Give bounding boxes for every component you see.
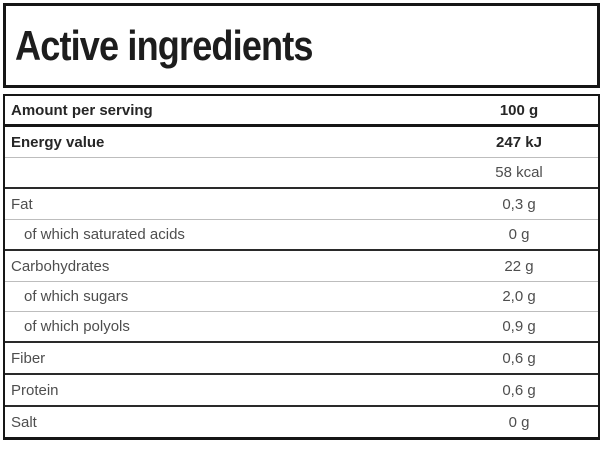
row-value: 0,9 g <box>502 318 536 335</box>
row-value: 22 g <box>504 257 534 275</box>
table-row: Fiber 0,6 g <box>5 343 598 373</box>
table-row: Salt 0 g <box>5 407 598 437</box>
header-value: 100 g <box>499 101 539 119</box>
table-row: Carbohydrates 22 g <box>5 251 598 281</box>
row-value: 0,6 g <box>502 349 536 367</box>
table-row: Fat 0,3 g <box>5 189 598 219</box>
group-fat: Fat 0,3 g of which saturated acids 0 g <box>5 189 598 251</box>
title-box: Active ingredients <box>3 3 600 88</box>
row-value: 247 kJ <box>496 133 542 151</box>
table-row: of which saturated acids 0 g <box>5 219 598 249</box>
row-label: Fat <box>11 195 33 213</box>
row-label: of which sugars <box>24 288 129 305</box>
row-value: 58 kcal <box>495 164 543 181</box>
table-header-row: Amount per serving 100 g <box>5 96 598 127</box>
table-row: of which polyols 0,9 g <box>5 311 598 341</box>
table-row: of which sugars 2,0 g <box>5 281 598 311</box>
nutrition-panel: Active ingredients Amount per serving 10… <box>3 3 600 440</box>
group-energy: Energy value 247 kJ 58 kcal <box>5 127 598 189</box>
row-value: 0 g <box>508 226 530 243</box>
group-salt: Salt 0 g <box>5 407 598 437</box>
row-value: 0,6 g <box>502 381 536 399</box>
row-value: 2,0 g <box>502 288 536 305</box>
row-label: Carbohydrates <box>11 257 110 275</box>
row-label: Salt <box>11 413 37 431</box>
group-protein: Protein 0,6 g <box>5 375 598 407</box>
row-value: 0,3 g <box>502 195 536 213</box>
row-label: of which polyols <box>24 318 130 335</box>
header-label: Amount per serving <box>11 101 153 119</box>
group-carbohydrates: Carbohydrates 22 g of which sugars 2,0 g… <box>5 251 598 343</box>
row-label: Energy value <box>11 133 105 151</box>
row-label: Fiber <box>11 349 46 367</box>
nutrition-table: Amount per serving 100 g Energy value 24… <box>3 94 600 440</box>
table-row: Protein 0,6 g <box>5 375 598 405</box>
table-row: 58 kcal <box>5 157 598 187</box>
table-row: Energy value 247 kJ <box>5 127 598 157</box>
page-title: Active ingredients <box>15 21 314 69</box>
row-label: Protein <box>11 381 59 399</box>
row-value: 0 g <box>508 413 530 431</box>
row-label: of which saturated acids <box>24 226 185 243</box>
group-fiber: Fiber 0,6 g <box>5 343 598 375</box>
